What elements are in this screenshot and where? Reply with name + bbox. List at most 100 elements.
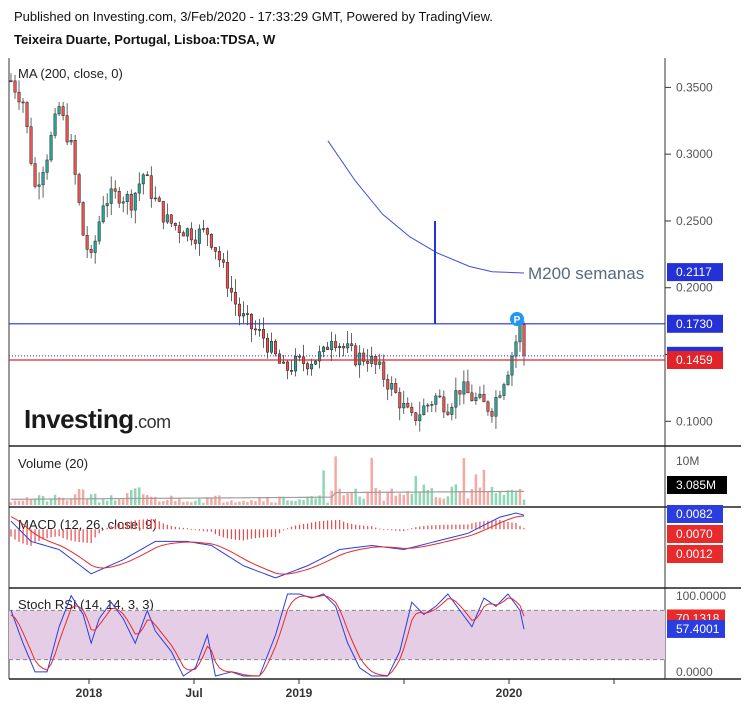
volume-bar xyxy=(302,499,305,505)
volume-bar xyxy=(146,494,149,505)
candle xyxy=(25,101,29,134)
ma200-line xyxy=(327,140,525,274)
macd-hist-bar xyxy=(42,529,44,540)
volume-bar xyxy=(214,495,217,505)
candle xyxy=(157,195,161,202)
time-tick-label: 2019 xyxy=(286,686,313,700)
volume-bar xyxy=(502,494,506,505)
macd-hist-bar xyxy=(258,529,261,538)
volume-bar xyxy=(298,499,301,505)
volume-bar xyxy=(242,500,245,505)
volume-bar xyxy=(506,490,510,505)
candle xyxy=(185,227,189,242)
volume-bar xyxy=(210,497,213,505)
volume-bar xyxy=(378,490,381,505)
candle xyxy=(502,382,506,400)
candle xyxy=(310,358,314,376)
candle xyxy=(121,196,125,213)
macd-hist-bar xyxy=(327,520,329,530)
macd-hist-bar xyxy=(475,522,477,530)
macd-hist-bar xyxy=(162,523,164,530)
macd-hist-bar xyxy=(471,523,473,530)
price-badge-label: 0.1459 xyxy=(676,353,713,367)
macd-hist-bar xyxy=(226,529,229,539)
macd-hist-bar xyxy=(463,524,465,530)
volume-bar xyxy=(358,496,361,505)
volume-bar xyxy=(13,500,17,505)
macd-hist-bar xyxy=(375,527,377,530)
volume-bar xyxy=(65,500,69,505)
candle xyxy=(442,390,446,419)
macd-hist-bar xyxy=(355,524,357,530)
price-tick-label: 0.2500 xyxy=(676,214,713,228)
volume-bar xyxy=(170,495,173,505)
macd-badge: 0.0082 xyxy=(667,505,723,523)
volume-bar xyxy=(318,495,321,505)
macd-hist-bar xyxy=(319,521,321,530)
candle xyxy=(374,354,378,374)
volume-bar xyxy=(73,494,77,505)
candle xyxy=(322,345,326,358)
price-badge: 0.1459 xyxy=(667,350,723,369)
volume-bar xyxy=(154,496,157,505)
macd-hist-bar xyxy=(46,529,48,539)
volume-bar xyxy=(342,495,345,505)
time-tick-label: Jul xyxy=(185,686,202,700)
volume-bar xyxy=(430,488,434,505)
pivot-marker[interactable]: P xyxy=(510,312,524,326)
volume-bar xyxy=(101,499,105,505)
volume-bar xyxy=(33,498,37,505)
volume-tick: 10M xyxy=(676,454,699,468)
macd-hist-bar xyxy=(114,524,116,530)
macd-hist-bar xyxy=(230,529,233,540)
macd-badge-label: 0.0012 xyxy=(676,547,713,561)
volume-bar xyxy=(142,494,145,505)
candle xyxy=(85,226,89,258)
volume-bar xyxy=(81,489,85,505)
volume-bar xyxy=(117,499,121,505)
macd-hist-bar xyxy=(459,524,461,530)
volume-bar xyxy=(206,497,209,505)
candle xyxy=(53,107,57,139)
candle xyxy=(37,172,41,200)
candle xyxy=(522,321,526,366)
candle xyxy=(229,276,233,302)
price-tick-label: 0.3500 xyxy=(676,80,713,94)
svg-text:Investing.com: Investing.com xyxy=(24,404,171,434)
volume-bar xyxy=(158,501,161,505)
candle xyxy=(45,154,49,180)
candle xyxy=(49,131,53,163)
volume-bar xyxy=(414,476,418,505)
macd-hist-bar xyxy=(10,529,12,537)
candle xyxy=(145,171,149,177)
candle xyxy=(169,214,173,228)
candle xyxy=(466,369,470,394)
volume-bar xyxy=(462,458,466,505)
macd-hist-bar xyxy=(90,529,92,544)
macd-hist-bar xyxy=(174,526,176,530)
macd-hist-bar xyxy=(306,523,309,530)
volume-bar xyxy=(222,502,225,505)
macd-hist-bar xyxy=(22,529,24,544)
macd-hist-bar xyxy=(130,520,132,530)
candle xyxy=(378,353,382,369)
candle xyxy=(386,374,390,401)
stochrsi-band xyxy=(9,610,665,660)
macd-hist-bar xyxy=(447,524,449,530)
volume-bar xyxy=(109,495,113,505)
candle xyxy=(334,334,338,352)
macd-hist-bar xyxy=(266,529,269,538)
macd-hist-bar xyxy=(403,529,405,532)
volume-bar xyxy=(186,501,189,505)
candle xyxy=(510,351,514,387)
candle xyxy=(266,333,269,359)
volume-bar xyxy=(362,498,365,505)
volume-bar xyxy=(394,495,397,505)
price-badge: 0.2117 xyxy=(667,263,723,282)
price-badge-label: 0.2117 xyxy=(676,265,712,279)
macd-hist-bar xyxy=(383,529,385,531)
candle xyxy=(446,403,450,416)
volume-badge: 3.085M xyxy=(667,476,727,494)
macd-hist-bar xyxy=(367,525,369,530)
